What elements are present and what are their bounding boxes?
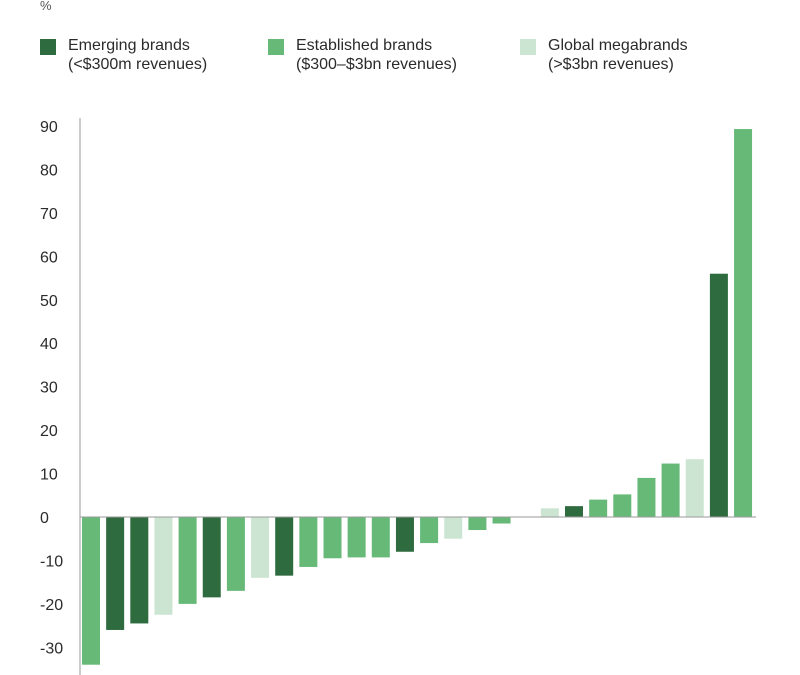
y-tick-label: 40 [40,336,58,353]
bar-emerging [565,506,583,517]
y-tick-label: 30 [40,380,58,397]
bar-established [468,517,487,531]
legend-label-mega: Global megabrands [548,37,688,54]
y-tick-label: 0 [40,510,49,527]
bar-established [613,494,632,517]
legend-item-established: Established brands ($300–$3bn revenues) [268,36,457,74]
bar-emerging [106,517,125,630]
legend-sublabel-emerging: (<$300m revenues) [68,56,208,73]
bar-established [661,463,680,517]
y-tick-label: -10 [40,553,63,570]
bar-established [492,517,511,524]
bar-established [299,517,318,567]
bar-mega [154,517,173,615]
bar-established [347,517,366,558]
legend-sublabel-established: ($300–$3bn revenues) [296,56,458,73]
y-tick-label: 10 [40,467,58,484]
legend-sublabel-mega: (>$3bn revenues) [548,56,674,73]
bar-established [589,499,608,517]
bar-emerging [275,517,294,576]
legend-swatch-emerging [40,39,56,55]
y-tick-label: -20 [40,597,63,614]
y-tick-label: 80 [40,162,58,179]
unit-label: % [40,0,52,13]
bar-mega [685,459,704,517]
bar-mega [251,517,270,578]
bar-mega [444,517,463,539]
y-tick-label: 90 [40,119,58,136]
bar-emerging [202,517,221,598]
bar-emerging [395,517,414,552]
legend-item-mega: Global megabrands (>$3bn revenues) [520,36,688,74]
bar-established [371,517,390,558]
y-tick-label: -30 [40,640,63,657]
legend-item-emerging: Emerging brands (<$300m revenues) [40,36,207,74]
bar-established [420,517,439,544]
bar-emerging [130,517,149,624]
bar-emerging [709,273,728,517]
y-tick-label: 60 [40,249,58,266]
legend-label-established: Established brands [296,37,433,54]
legend-swatch-mega [520,39,536,55]
legend-label-emerging: Emerging brands [68,37,190,54]
bar-mega [540,508,559,517]
legend-swatch-established [268,39,284,55]
y-tick-label: 70 [40,206,58,223]
bar-established [734,129,753,518]
bar-established [637,477,656,517]
y-tick-label: 20 [40,423,58,440]
bar-established [323,517,342,559]
y-tick-label: 50 [40,293,58,310]
bar-established [82,517,100,665]
bar-established [178,517,197,604]
bar-established [226,517,245,591]
